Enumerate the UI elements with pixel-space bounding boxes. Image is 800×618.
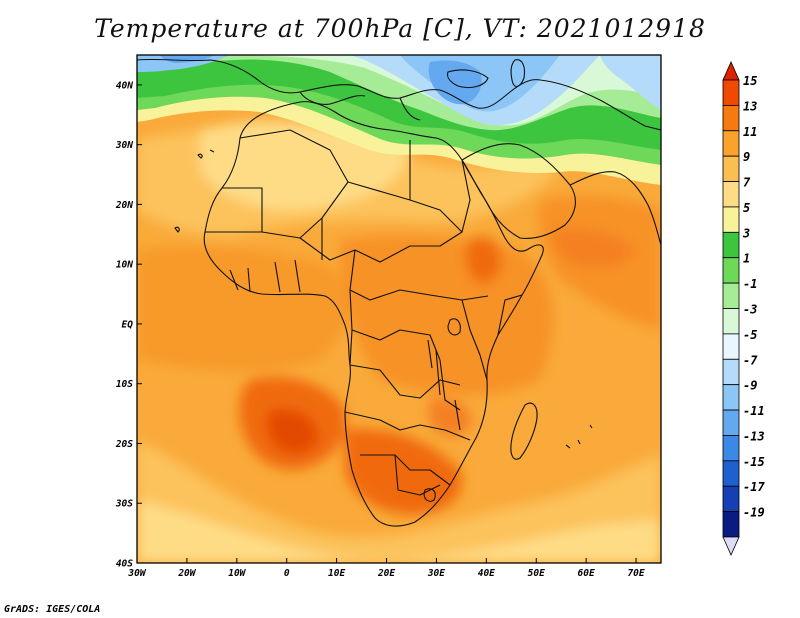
lon-tick-label: 20W	[177, 568, 196, 579]
colorbar-label: 1	[743, 252, 750, 266]
colorbar-label: -17	[743, 480, 765, 494]
lat-tick-label: 30S	[115, 499, 133, 510]
colorbar: 15 13 11 9 7 5 3 1 -1 -3 -5 -7 -9 -11 -13 -15 -17 -19	[722, 61, 765, 556]
colorbar-label: -13	[743, 429, 765, 443]
colorbar-label: 3	[742, 226, 750, 240]
colorbar-swatch	[722, 333, 740, 360]
colorbar-swatch	[722, 130, 740, 157]
lat-tick-label: 20N	[115, 200, 133, 211]
lon-tick-label: 10W	[228, 568, 246, 579]
lon-tick-label: 10E	[328, 568, 345, 579]
colorbar-swatch	[722, 79, 740, 106]
temperature-field	[137, 55, 661, 563]
lat-tick-label: 20S	[115, 439, 133, 450]
colorbar-swatch	[722, 511, 740, 538]
colorbar-label: -3	[743, 303, 757, 317]
colorbar-label: -7	[743, 353, 758, 367]
colorbar-label: 7	[743, 176, 751, 190]
colorbar-label: -5	[743, 328, 757, 342]
colorbar-label: -1	[743, 277, 757, 291]
lon-tick-label: 40E	[478, 568, 495, 579]
coastlines	[137, 58, 661, 527]
colorbar-label: 5	[743, 201, 750, 215]
colorbar-bottom-triangle	[722, 536, 740, 556]
colorbar-swatch	[722, 181, 740, 208]
colorbar-swatch	[722, 308, 740, 335]
lon-tick-label: 30W	[127, 568, 146, 579]
map-title: Temperature at 700hPa [C], VT: 202101291…	[94, 14, 706, 43]
colorbar-label: -11	[743, 404, 765, 418]
longitude-axis: 30W 20W 10W 0 10E 20E 30E 40E 50E 60E 70E	[127, 558, 645, 579]
lon-tick-label: 20E	[377, 568, 395, 579]
colorbar-swatch	[722, 358, 740, 386]
colorbar-label: 15	[743, 74, 757, 88]
colorbar-swatch	[722, 206, 740, 233]
colorbar-swatch	[722, 282, 740, 309]
colorbar-swatch	[722, 231, 740, 259]
colorbar-label: -15	[743, 455, 765, 469]
colorbar-label: 13	[743, 99, 757, 113]
colorbar-label: -9	[743, 379, 757, 393]
lat-tick-label: 10S	[116, 379, 133, 390]
lat-tick-label: EQ	[122, 319, 134, 330]
colorbar-swatch	[722, 485, 740, 513]
colorbar-swatch	[722, 435, 740, 462]
colorbar-swatch	[722, 155, 740, 182]
lon-tick-label: 70E	[627, 568, 644, 579]
lon-tick-label: 50E	[528, 568, 545, 579]
colorbar-swatch	[722, 409, 740, 436]
colorbar-swatch	[722, 104, 740, 132]
lon-tick-label: 30E	[427, 568, 445, 579]
colorbar-swatch	[722, 257, 740, 284]
latitude-axis: 40N 30N 20N 10N EQ 10S 20S 30S 40S	[115, 80, 142, 570]
colorbar-label: 11	[743, 125, 757, 139]
footer-credit: GrADS: IGES/COLA	[4, 604, 101, 615]
colorbar-label: -19	[743, 506, 765, 520]
colorbar-swatch	[722, 384, 740, 411]
lon-tick-label: 60E	[578, 568, 595, 579]
lat-tick-label: 30N	[115, 140, 133, 151]
colorbar-top-triangle	[722, 61, 740, 81]
lon-tick-label: 0	[284, 568, 290, 579]
lat-tick-label: 10N	[116, 260, 133, 271]
lat-tick-label: 40N	[116, 80, 133, 91]
lat-tick-label: 40S	[116, 559, 133, 570]
colorbar-label: 9	[743, 150, 750, 164]
map-frame	[136, 54, 662, 564]
colorbar-swatch	[722, 460, 740, 487]
